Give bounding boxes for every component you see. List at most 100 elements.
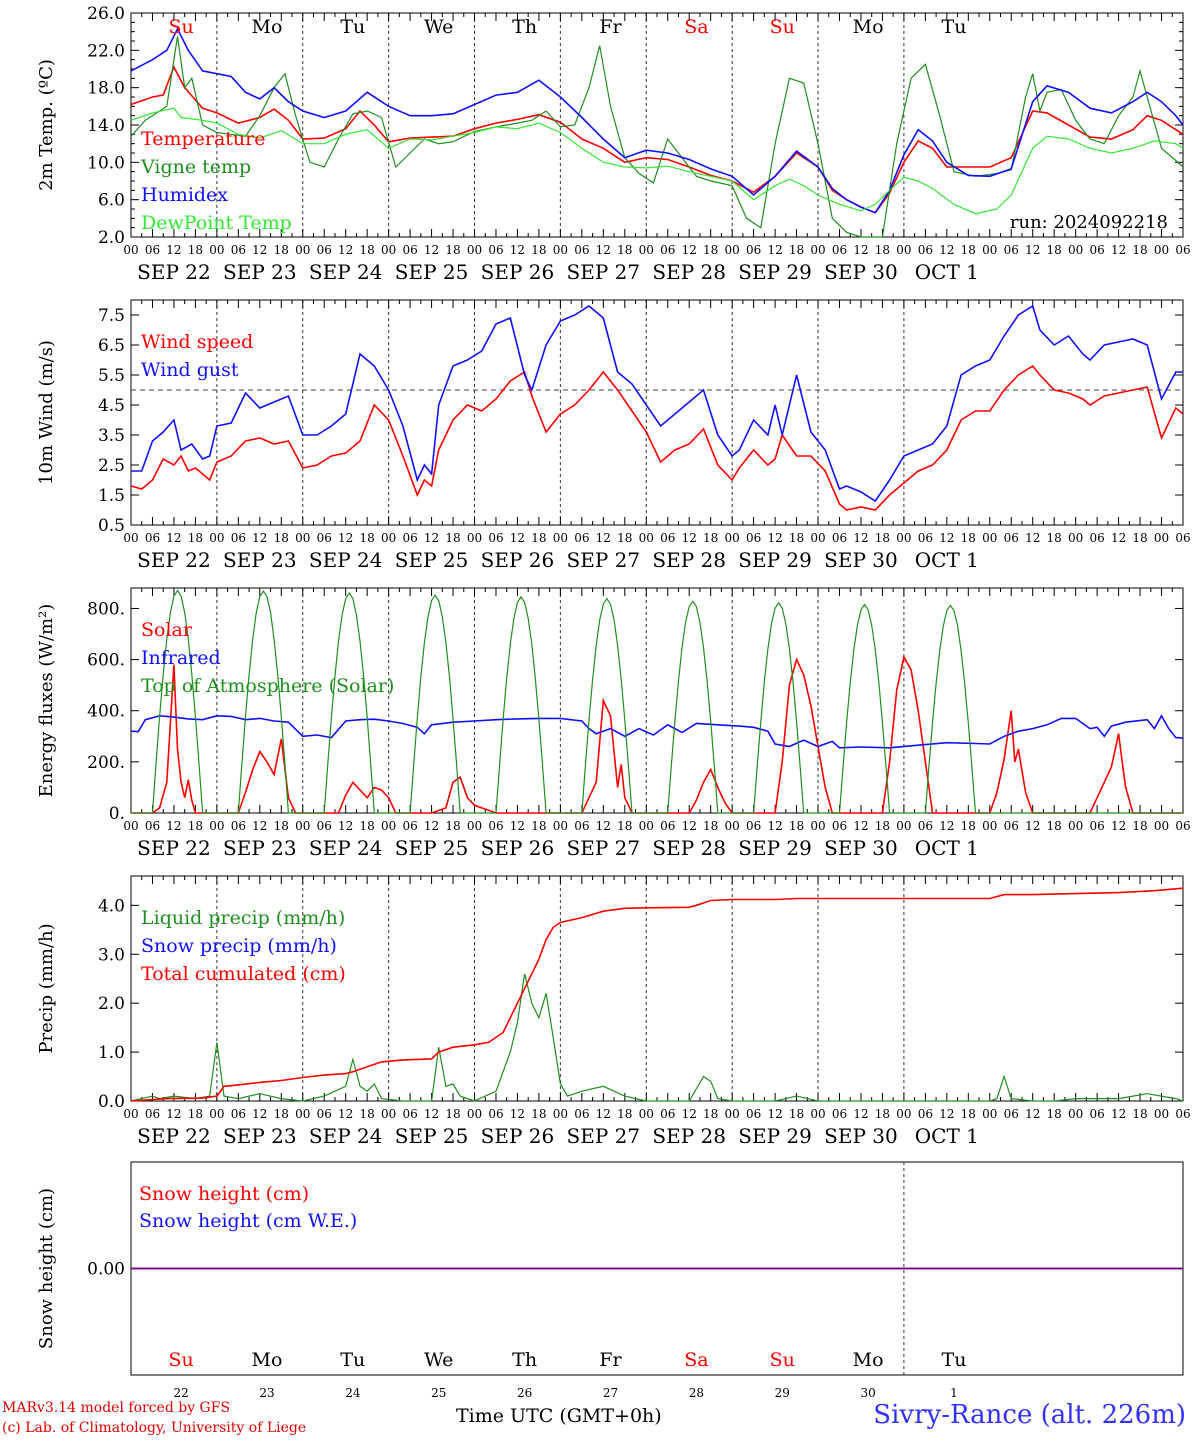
day-number-label: 24	[345, 1386, 361, 1400]
hour-tick-label: 18	[445, 531, 460, 545]
hour-tick-label: 00	[123, 1107, 138, 1121]
hour-tick-label: 18	[1132, 531, 1147, 545]
hour-tick-label: 00	[209, 819, 224, 833]
y-tick-label: 200.	[87, 753, 125, 773]
weekday-label: Th	[512, 16, 537, 38]
hour-tick-label: 00	[1068, 1107, 1083, 1121]
hour-tick-label: 18	[188, 531, 203, 545]
hour-tick-label: 00	[810, 1107, 825, 1121]
hour-tick-label: 18	[188, 819, 203, 833]
hour-tick-label: 18	[703, 531, 718, 545]
date-label: SEP 30	[824, 836, 898, 860]
series-line-wind-speed	[130, 364, 1184, 511]
hour-tick-label: 06	[317, 1107, 332, 1121]
date-label: SEP 30	[824, 260, 898, 284]
weekday-label: Mo	[853, 1349, 884, 1371]
series-line-solar	[131, 654, 1183, 814]
hour-tick-label: 12	[767, 531, 782, 545]
date-label: SEP 22	[137, 1124, 211, 1148]
date-label: SEP 23	[223, 548, 297, 572]
hour-tick-label: 06	[832, 819, 847, 833]
hour-tick-label: 12	[853, 1107, 868, 1121]
hour-tick-label: 00	[381, 819, 396, 833]
y-tick-label: 4.0	[98, 896, 125, 916]
hour-tick-label: 12	[939, 243, 954, 257]
hour-tick-label: 06	[832, 243, 847, 257]
hour-tick-label: 18	[961, 531, 976, 545]
hour-tick-label: 00	[982, 1107, 997, 1121]
hour-tick-label: 12	[510, 243, 525, 257]
weekday-label: Tu	[942, 16, 967, 38]
weekday-label: Fr	[599, 1349, 622, 1371]
date-label: SEP 24	[309, 1124, 383, 1148]
hour-tick-label: 18	[1132, 243, 1147, 257]
legend-snow-height-cm-w-e-: Snow height (cm W.E.)	[139, 1210, 357, 1232]
hour-tick-label: 00	[725, 243, 740, 257]
hour-tick-label: 12	[166, 243, 181, 257]
hour-tick-label: 18	[1047, 1107, 1062, 1121]
hour-tick-label: 00	[896, 531, 911, 545]
hour-tick-label: 12	[767, 1107, 782, 1121]
hour-tick-label: 12	[338, 243, 353, 257]
date-label: SEP 29	[738, 1124, 812, 1148]
day-number-label: 22	[173, 1386, 188, 1400]
hour-tick-label: 06	[317, 531, 332, 545]
hour-tick-label: 00	[896, 243, 911, 257]
hour-tick-label: 18	[188, 1107, 203, 1121]
hour-tick-label: 06	[231, 243, 246, 257]
date-label: SEP 23	[223, 836, 297, 860]
hour-tick-label: 18	[1047, 243, 1062, 257]
date-label: SEP 28	[652, 836, 726, 860]
date-label: OCT 1	[915, 260, 979, 284]
y-tick-label: 6.0	[98, 191, 125, 211]
y-tick-label: 6.5	[98, 336, 125, 356]
weekday-label: Mo	[252, 16, 283, 38]
hour-tick-label: 00	[553, 243, 568, 257]
hour-tick-label: 12	[596, 819, 611, 833]
hour-tick-label: 12	[682, 243, 697, 257]
y-tick-label: 0.	[109, 804, 125, 824]
legend-snow-height-cm-: Snow height (cm)	[139, 1183, 309, 1205]
hour-tick-label: 18	[360, 819, 375, 833]
panel-wind	[130, 299, 1184, 526]
hour-tick-label: 18	[531, 819, 546, 833]
hour-tick-label: 06	[231, 1107, 246, 1121]
y-tick-label: 14.0	[87, 116, 125, 136]
day-number-label: 1	[950, 1386, 958, 1400]
y-tick-label: 3.5	[98, 426, 125, 446]
date-label: SEP 28	[652, 548, 726, 572]
hour-tick-label: 06	[832, 531, 847, 545]
date-label: SEP 28	[652, 260, 726, 284]
date-label: SEP 26	[481, 836, 555, 860]
date-label: SEP 30	[824, 1124, 898, 1148]
y-tick-label: 800.	[87, 599, 125, 619]
hour-tick-label: 18	[360, 1107, 375, 1121]
weekday-label: Su	[770, 1349, 795, 1371]
hour-tick-label: 06	[746, 819, 761, 833]
hour-tick-label: 06	[402, 243, 417, 257]
hour-tick-label: 00	[123, 819, 138, 833]
hour-tick-label: 00	[639, 819, 654, 833]
y-tick-label: 26.0	[87, 4, 125, 24]
run-label: run: 2024092218	[1010, 212, 1168, 233]
series-line-liquid-precip-mm-h-	[130, 973, 1184, 1102]
hour-tick-label: 06	[317, 819, 332, 833]
hour-tick-label: 00	[1068, 531, 1083, 545]
hour-tick-label: 12	[682, 531, 697, 545]
weekday-label: Tu	[340, 16, 365, 38]
hour-tick-label: 18	[360, 531, 375, 545]
series-line-humidex	[130, 27, 1184, 214]
hour-tick-label: 06	[918, 531, 933, 545]
date-label: SEP 22	[137, 836, 211, 860]
weekday-label: Sa	[684, 1349, 708, 1371]
hour-tick-label: 18	[274, 531, 289, 545]
hour-tick-label: 18	[445, 243, 460, 257]
hour-tick-label: 06	[660, 531, 675, 545]
weekday-label: We	[424, 1349, 453, 1371]
hour-tick-label: 06	[402, 531, 417, 545]
panel-temp	[130, 12, 1184, 238]
y-tick-label: 0.5	[98, 516, 125, 536]
hour-tick-label: 06	[746, 243, 761, 257]
hour-tick-label: 12	[338, 1107, 353, 1121]
hour-tick-label: 12	[1025, 819, 1040, 833]
